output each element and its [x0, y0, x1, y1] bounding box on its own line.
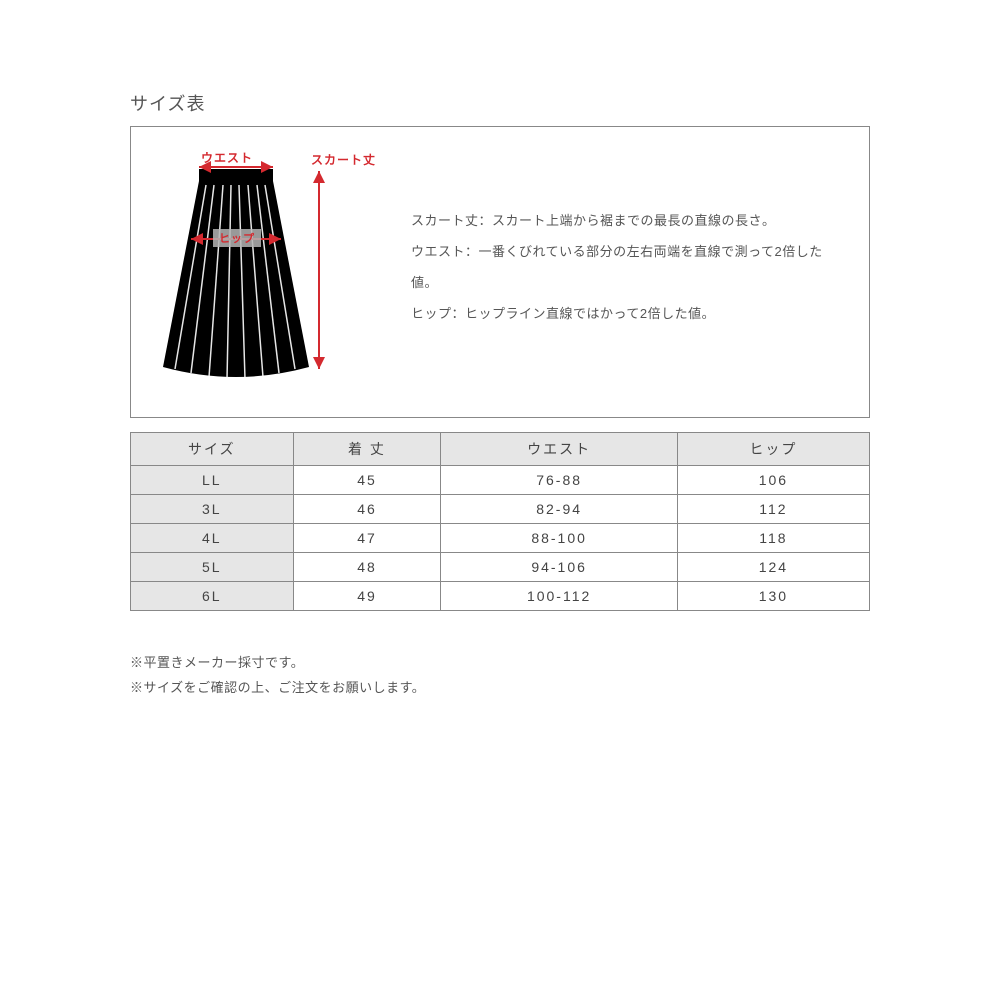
cell-length: 47: [293, 524, 441, 553]
measurement-description: スカート丈：スカート上端から裾までの最長の直線の長さ。 ウエスト：一番くびれてい…: [411, 205, 839, 330]
note-2: ※サイズをご確認の上、ご注文をお願いします。: [130, 676, 870, 701]
waist-label: ウエスト: [201, 149, 253, 166]
cell-length: 46: [293, 495, 441, 524]
col-waist: ウエスト: [441, 433, 677, 466]
cell-size: LL: [131, 466, 294, 495]
diagram-container: ウエスト スカート丈 ヒップ: [130, 126, 870, 418]
col-size: サイズ: [131, 433, 294, 466]
cell-length: 49: [293, 582, 441, 611]
length-label: スカート丈: [311, 151, 376, 168]
cell-waist: 76-88: [441, 466, 677, 495]
cell-hip: 106: [677, 466, 869, 495]
table-row: 6L 49 100-112 130: [131, 582, 870, 611]
cell-length: 45: [293, 466, 441, 495]
cell-length: 48: [293, 553, 441, 582]
cell-size: 3L: [131, 495, 294, 524]
skirt-svg: [151, 147, 381, 387]
cell-size: 5L: [131, 553, 294, 582]
cell-waist: 82-94: [441, 495, 677, 524]
table-header-row: サイズ 着 丈 ウエスト ヒップ: [131, 433, 870, 466]
section-title: サイズ表: [130, 90, 870, 116]
desc-line-length: スカート丈：スカート上端から裾までの最長の直線の長さ。: [411, 205, 839, 236]
table-row: 4L 47 88-100 118: [131, 524, 870, 553]
cell-waist: 100-112: [441, 582, 677, 611]
col-length: 着 丈: [293, 433, 441, 466]
col-hip: ヒップ: [677, 433, 869, 466]
cell-waist: 88-100: [441, 524, 677, 553]
cell-size: 6L: [131, 582, 294, 611]
hip-label: ヒップ: [213, 229, 261, 247]
note-1: ※平置きメーカー採寸です。: [130, 651, 870, 676]
size-table: サイズ 着 丈 ウエスト ヒップ LL 45 76-88 106 3L 46 8…: [130, 432, 870, 611]
table-row: 5L 48 94-106 124: [131, 553, 870, 582]
cell-hip: 118: [677, 524, 869, 553]
cell-waist: 94-106: [441, 553, 677, 582]
cell-hip: 124: [677, 553, 869, 582]
table-row: LL 45 76-88 106: [131, 466, 870, 495]
cell-size: 4L: [131, 524, 294, 553]
footnotes: ※平置きメーカー採寸です。 ※サイズをご確認の上、ご注文をお願いします。: [130, 651, 870, 700]
desc-line-waist: ウエスト：一番くびれている部分の左右両端を直線で測って2倍した値。: [411, 236, 839, 298]
cell-hip: 130: [677, 582, 869, 611]
skirt-diagram: ウエスト スカート丈 ヒップ: [151, 147, 381, 387]
desc-line-hip: ヒップ：ヒップライン直線ではかって2倍した値。: [411, 298, 839, 329]
cell-hip: 112: [677, 495, 869, 524]
table-row: 3L 46 82-94 112: [131, 495, 870, 524]
